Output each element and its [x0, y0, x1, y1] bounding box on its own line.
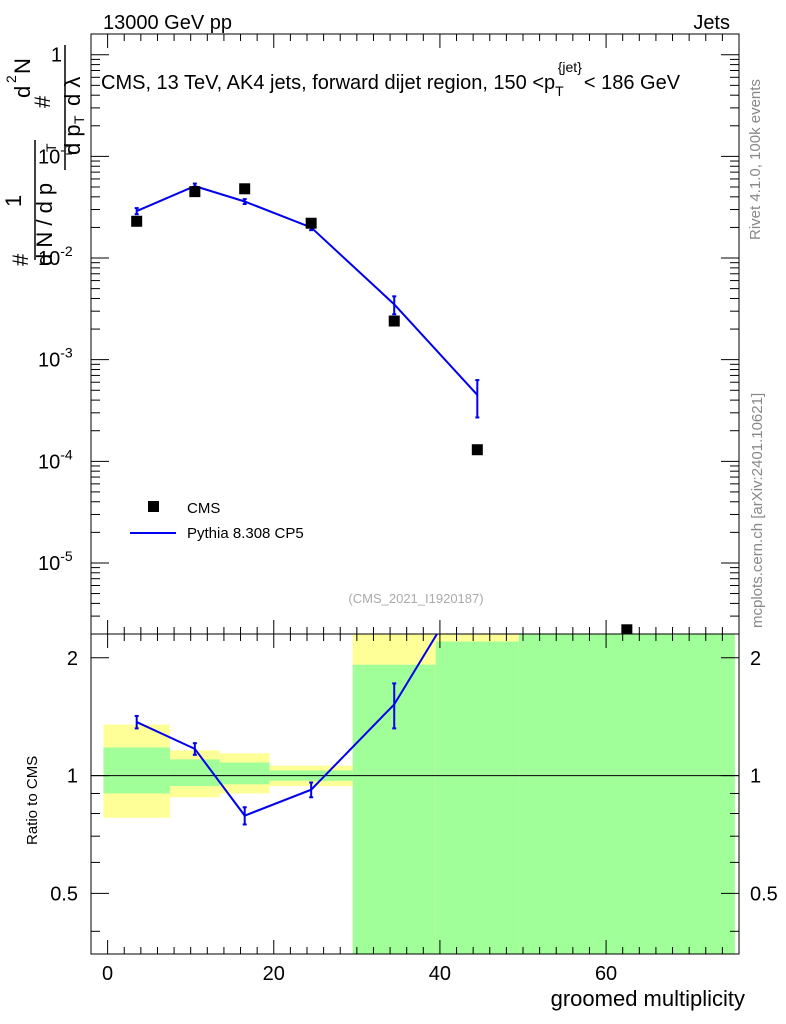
y-tick-label-ratio-right: 0.5	[750, 883, 778, 905]
svg-text:2: 2	[3, 75, 19, 83]
band-inner	[103, 747, 170, 794]
data-point	[621, 624, 633, 634]
y-tick-label-ratio: 1	[67, 766, 78, 788]
svg-text:#: #	[8, 253, 33, 266]
svg-text:d: d	[10, 86, 35, 98]
ratio-panel-marks	[134, 634, 439, 826]
data-point	[305, 217, 317, 229]
svg-text:N: N	[10, 58, 35, 74]
band-inner	[518, 634, 735, 954]
rivet-version: Rivet 4.1.0, 100k events	[747, 79, 764, 240]
svg-text:T: T	[71, 115, 87, 124]
x-tick-label: 0	[102, 963, 113, 985]
x-axis-label: groomed multiplicity	[551, 986, 745, 1011]
mcplots-credit: mcplots.cern.ch [arXiv:2401.10621]	[749, 393, 766, 628]
header-right: Jets	[693, 12, 730, 34]
data-point	[239, 183, 251, 195]
data-point	[189, 186, 201, 198]
y-tick-label-main: 10-3	[38, 345, 73, 372]
ratio-series-line	[136, 634, 439, 817]
data-point	[471, 444, 483, 456]
x-tick-label: 20	[263, 963, 285, 985]
svg-text:d λ: d λ	[60, 77, 85, 106]
y-tick-label-main: 1	[51, 45, 62, 67]
uncertainty-bands	[103, 634, 735, 954]
y-tick-label-main: 10-5	[38, 548, 73, 575]
mc-series-line	[136, 185, 479, 396]
main-panel-marks	[131, 182, 633, 634]
y-tick-label-main: 10-1	[38, 141, 73, 168]
legend-data-label: CMS	[187, 500, 220, 517]
legend-mc-label: Pythia 8.308 CP5	[187, 525, 304, 542]
y-axis-label-ratio: Ratio to CMS	[24, 756, 41, 845]
svg-text:d N / d p: d N / d p	[32, 183, 57, 266]
svg-text:T: T	[43, 143, 59, 152]
y-tick-label-ratio-right: 2	[750, 648, 761, 670]
data-point	[131, 215, 143, 227]
analysis-id: (CMS_2021_I1920187)	[348, 591, 483, 606]
legend-data-marker	[148, 501, 159, 512]
y-tick-label-main: 10-4	[38, 446, 73, 473]
axis-ticks	[91, 34, 739, 954]
y-tick-label-ratio: 0.5	[50, 883, 78, 905]
band-inner	[435, 641, 519, 954]
svg-text:1: 1	[1, 195, 26, 207]
svg-text:#: #	[30, 95, 55, 108]
main-panel-frame	[90, 33, 740, 635]
ratio-panel-frame	[90, 633, 740, 955]
tick-labels: 0 20 40 60 10-5 10-4 10-3 10-2 10-1 1 0.5 0.5 1 1 2 2	[38, 45, 778, 985]
plot-title: CMS, 13 TeV, AK4 jets, forward dijet reg…	[101, 59, 681, 99]
svg-text:d p: d p	[60, 124, 85, 155]
x-tick-label: 60	[595, 963, 617, 985]
header-left: 13000 GeV pp	[103, 12, 232, 34]
y-tick-label-ratio-right: 1	[750, 766, 761, 788]
data-point	[388, 315, 400, 327]
band-inner	[219, 762, 270, 785]
y-tick-label-ratio: 2	[67, 648, 78, 670]
y-tick-label-main: 10-2	[38, 243, 73, 270]
x-tick-label: 40	[429, 963, 451, 985]
y-axis-label-main: # d N / d p T 1 # d 2 N d p T d λ	[1, 45, 87, 266]
